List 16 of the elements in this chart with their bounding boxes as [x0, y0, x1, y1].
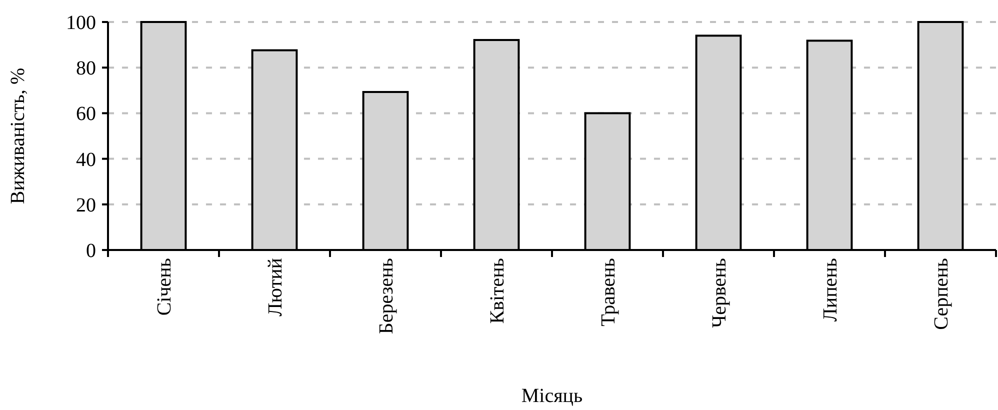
x-tick-label: Липень — [820, 258, 842, 322]
x-tick-label: Червень — [708, 258, 730, 328]
x-tick-label: Січень — [154, 258, 176, 316]
y-tick-label: 100 — [66, 12, 96, 34]
x-tick-label: Травень — [598, 258, 620, 326]
y-tick-label: 40 — [76, 148, 96, 171]
y-axis-title: Виживаність, % — [7, 68, 29, 204]
x-tick-label: Березень — [376, 258, 398, 334]
x-axis-title: Місяць — [521, 385, 583, 407]
x-tick-label: Серпень — [930, 258, 952, 330]
y-tick-label: 20 — [76, 194, 96, 216]
y-tick-label: 0 — [86, 240, 96, 262]
x-tick-label: Квітень — [486, 258, 508, 324]
x-tick-label: Лютий — [264, 258, 286, 316]
y-tick-label: 60 — [76, 103, 96, 126]
y-tick-label: 80 — [76, 58, 96, 80]
